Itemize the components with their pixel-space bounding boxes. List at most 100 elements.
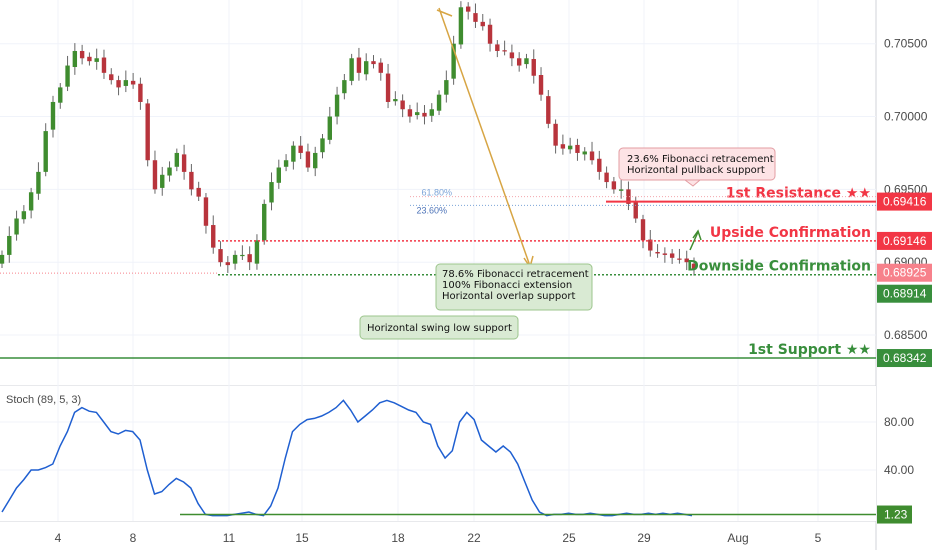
candle-body xyxy=(655,251,660,254)
candles xyxy=(0,1,697,276)
swing-low-callout-box xyxy=(359,315,519,340)
candle-body xyxy=(524,58,529,65)
candle-body xyxy=(50,101,56,130)
price-label: 0.68914 xyxy=(883,287,927,301)
candle-body xyxy=(400,100,405,110)
price-axis[interactable]: 0.705000.700000.695000.690000.6850080.00… xyxy=(884,37,928,477)
candle-body xyxy=(342,80,347,94)
candle-body xyxy=(167,167,172,176)
candle-body xyxy=(28,192,34,211)
date-tick-label: Aug xyxy=(727,531,748,545)
candle-body xyxy=(181,154,187,172)
price-tick-label: 0.70000 xyxy=(884,110,928,124)
candle-body xyxy=(451,43,456,79)
candle-body xyxy=(407,109,413,117)
candle-body xyxy=(123,80,129,86)
projection-up-arrow xyxy=(689,231,699,251)
candle-body xyxy=(356,57,362,73)
candle-body xyxy=(618,189,624,191)
candle-body xyxy=(79,50,85,59)
levels: 1st Resistance ★★ Upside Confirmation Down… xyxy=(0,186,876,359)
candle-body xyxy=(465,6,471,12)
price-label: 0.68925 xyxy=(883,266,927,280)
candle-body xyxy=(109,74,114,81)
price-label-box xyxy=(877,231,932,250)
price-labels: 0.69416 0.69146 0.68925 0.68914 0.68342 1.23 xyxy=(877,192,932,524)
candle-body xyxy=(203,197,209,226)
candle-body xyxy=(101,57,107,73)
candle-body xyxy=(589,151,595,161)
candle-body xyxy=(211,225,216,248)
date-axis[interactable]: 4 8 11 15 18 22 25 29 Aug 5 xyxy=(55,531,822,545)
support-callout-line: Horizontal overlap support xyxy=(442,291,575,302)
price-label-box xyxy=(877,192,932,211)
support-callout-box xyxy=(435,263,593,311)
candle-body xyxy=(516,58,522,66)
candle-body xyxy=(669,253,675,258)
fib-anchor-arrow xyxy=(436,9,453,17)
candle-body xyxy=(604,172,609,183)
stoch-indicator xyxy=(1,399,876,517)
stoch-value: 1.23 xyxy=(884,508,908,522)
candle-body xyxy=(684,258,689,263)
candle-body xyxy=(320,138,325,153)
candle-body xyxy=(640,219,646,241)
candle-body xyxy=(262,203,267,241)
date-tick-label: 11 xyxy=(223,531,236,545)
candle-body xyxy=(254,240,260,264)
fib-projection-arrow xyxy=(438,7,531,267)
candle-body xyxy=(691,263,697,270)
price-label-box xyxy=(877,263,932,282)
candle-body xyxy=(58,87,63,103)
price-label: 0.69146 xyxy=(883,234,927,248)
candle-body xyxy=(393,99,398,102)
fibonacci-tool[interactable]: 61.80% 23.60% xyxy=(410,7,876,269)
candle-body xyxy=(65,65,70,87)
candle-body xyxy=(436,94,442,111)
price-label: 0.68342 xyxy=(883,351,927,365)
candle-body xyxy=(291,145,296,162)
candle-body xyxy=(313,152,318,169)
candle-body xyxy=(546,96,551,124)
candle-body xyxy=(269,182,274,203)
swing-low-callout-line: Horizontal swing low support xyxy=(367,323,512,334)
support-callout-line: 78.6% Fibonacci retracement xyxy=(442,269,589,280)
candle-body xyxy=(0,254,5,264)
candle-body xyxy=(473,13,478,22)
candle-body xyxy=(538,75,544,95)
candle-body xyxy=(160,174,165,188)
candle-body xyxy=(531,58,536,76)
date-tick-label: 15 xyxy=(295,531,309,545)
stoch-title: Stoch (89, 5, 3) xyxy=(6,394,81,406)
candle-body xyxy=(349,58,354,81)
date-tick-label: 8 xyxy=(130,531,137,545)
candle-body xyxy=(240,254,245,257)
date-tick-label: 5 xyxy=(815,531,822,545)
candle-body xyxy=(298,145,303,153)
resistance-label: 1st Resistance ★★ xyxy=(726,186,871,202)
resistance-callout-line: 23.6% Fibonacci retracement xyxy=(627,154,774,165)
resistance-callout-line: Horizontal pullback support xyxy=(627,165,765,176)
candle-body xyxy=(14,218,19,235)
candle-body xyxy=(567,145,573,150)
candle-body xyxy=(116,80,121,88)
candle-body xyxy=(429,109,434,116)
candle-body xyxy=(7,235,12,255)
candle-body xyxy=(145,103,150,161)
candle-body xyxy=(509,52,515,59)
candle-body xyxy=(247,254,252,263)
candle-body xyxy=(305,151,311,168)
candle-body xyxy=(626,189,631,204)
candle-body xyxy=(189,171,194,190)
price-label-box xyxy=(877,284,932,303)
candle-body xyxy=(633,202,638,219)
stoch-pane[interactable] xyxy=(0,386,876,521)
candle-body xyxy=(196,187,201,197)
candle-body xyxy=(218,249,223,263)
date-tick-label: 25 xyxy=(562,531,576,545)
candle-body xyxy=(276,167,281,183)
candle-body xyxy=(364,61,369,75)
candle-body xyxy=(560,144,566,149)
